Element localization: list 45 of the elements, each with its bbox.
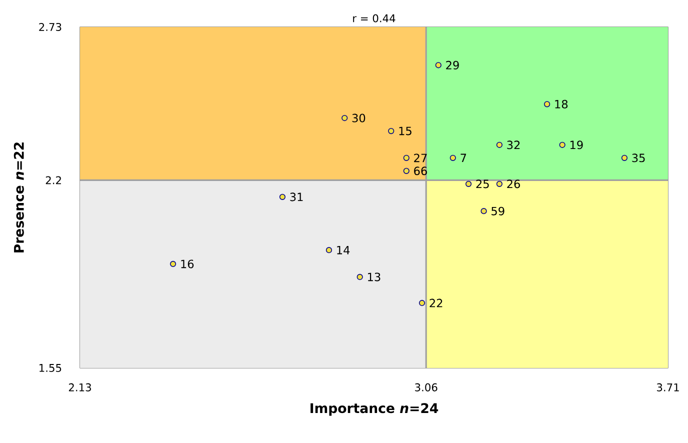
x-tick-label: 2.13 [68,383,91,392]
point [418,300,426,306]
point [480,208,487,214]
annotation: 26 [507,180,520,188]
point [342,114,348,122]
annotation: 31 [290,192,303,202]
y-tick-label: 1.55 [40,364,62,372]
annotation: 16 [181,260,194,268]
y-axis-title: Presence n=22 [14,142,24,252]
annotation: 22 [430,298,442,308]
annotation: 35 [632,154,645,162]
point [356,274,363,280]
x-tick-label: 3.06 [415,383,438,392]
chart-title: r = 0.44 [353,14,396,22]
annotation: 30 [352,114,366,122]
point [621,154,628,161]
point [496,180,502,187]
point [465,180,472,187]
annotation: 19 [570,140,583,150]
point [435,62,442,68]
annotation: 66 [414,166,427,176]
point [559,142,566,148]
point [170,260,176,268]
point [450,154,456,161]
annotation: 29 [446,60,459,70]
x-tick-label: 3.71 [656,383,679,392]
annotation: 25 [476,180,489,188]
x-axis-title: Importance n=24 [310,403,438,416]
y-tick-label: 2.2 [46,176,61,184]
y-tick-label: 2.73 [39,22,62,32]
annotation: 27 [414,154,427,162]
annotation: 32 [507,140,520,150]
point [279,194,286,200]
annotation: 13 [368,272,380,282]
point [403,154,410,161]
annotation: 14 [337,246,350,254]
point [388,128,394,134]
point [544,101,550,108]
annotation: 7 [460,154,466,162]
annotation: 15 [399,126,412,136]
point [326,247,332,254]
annotation: 18 [555,100,568,108]
annotation: 59 [492,206,504,216]
point [403,168,410,174]
point [496,142,502,148]
